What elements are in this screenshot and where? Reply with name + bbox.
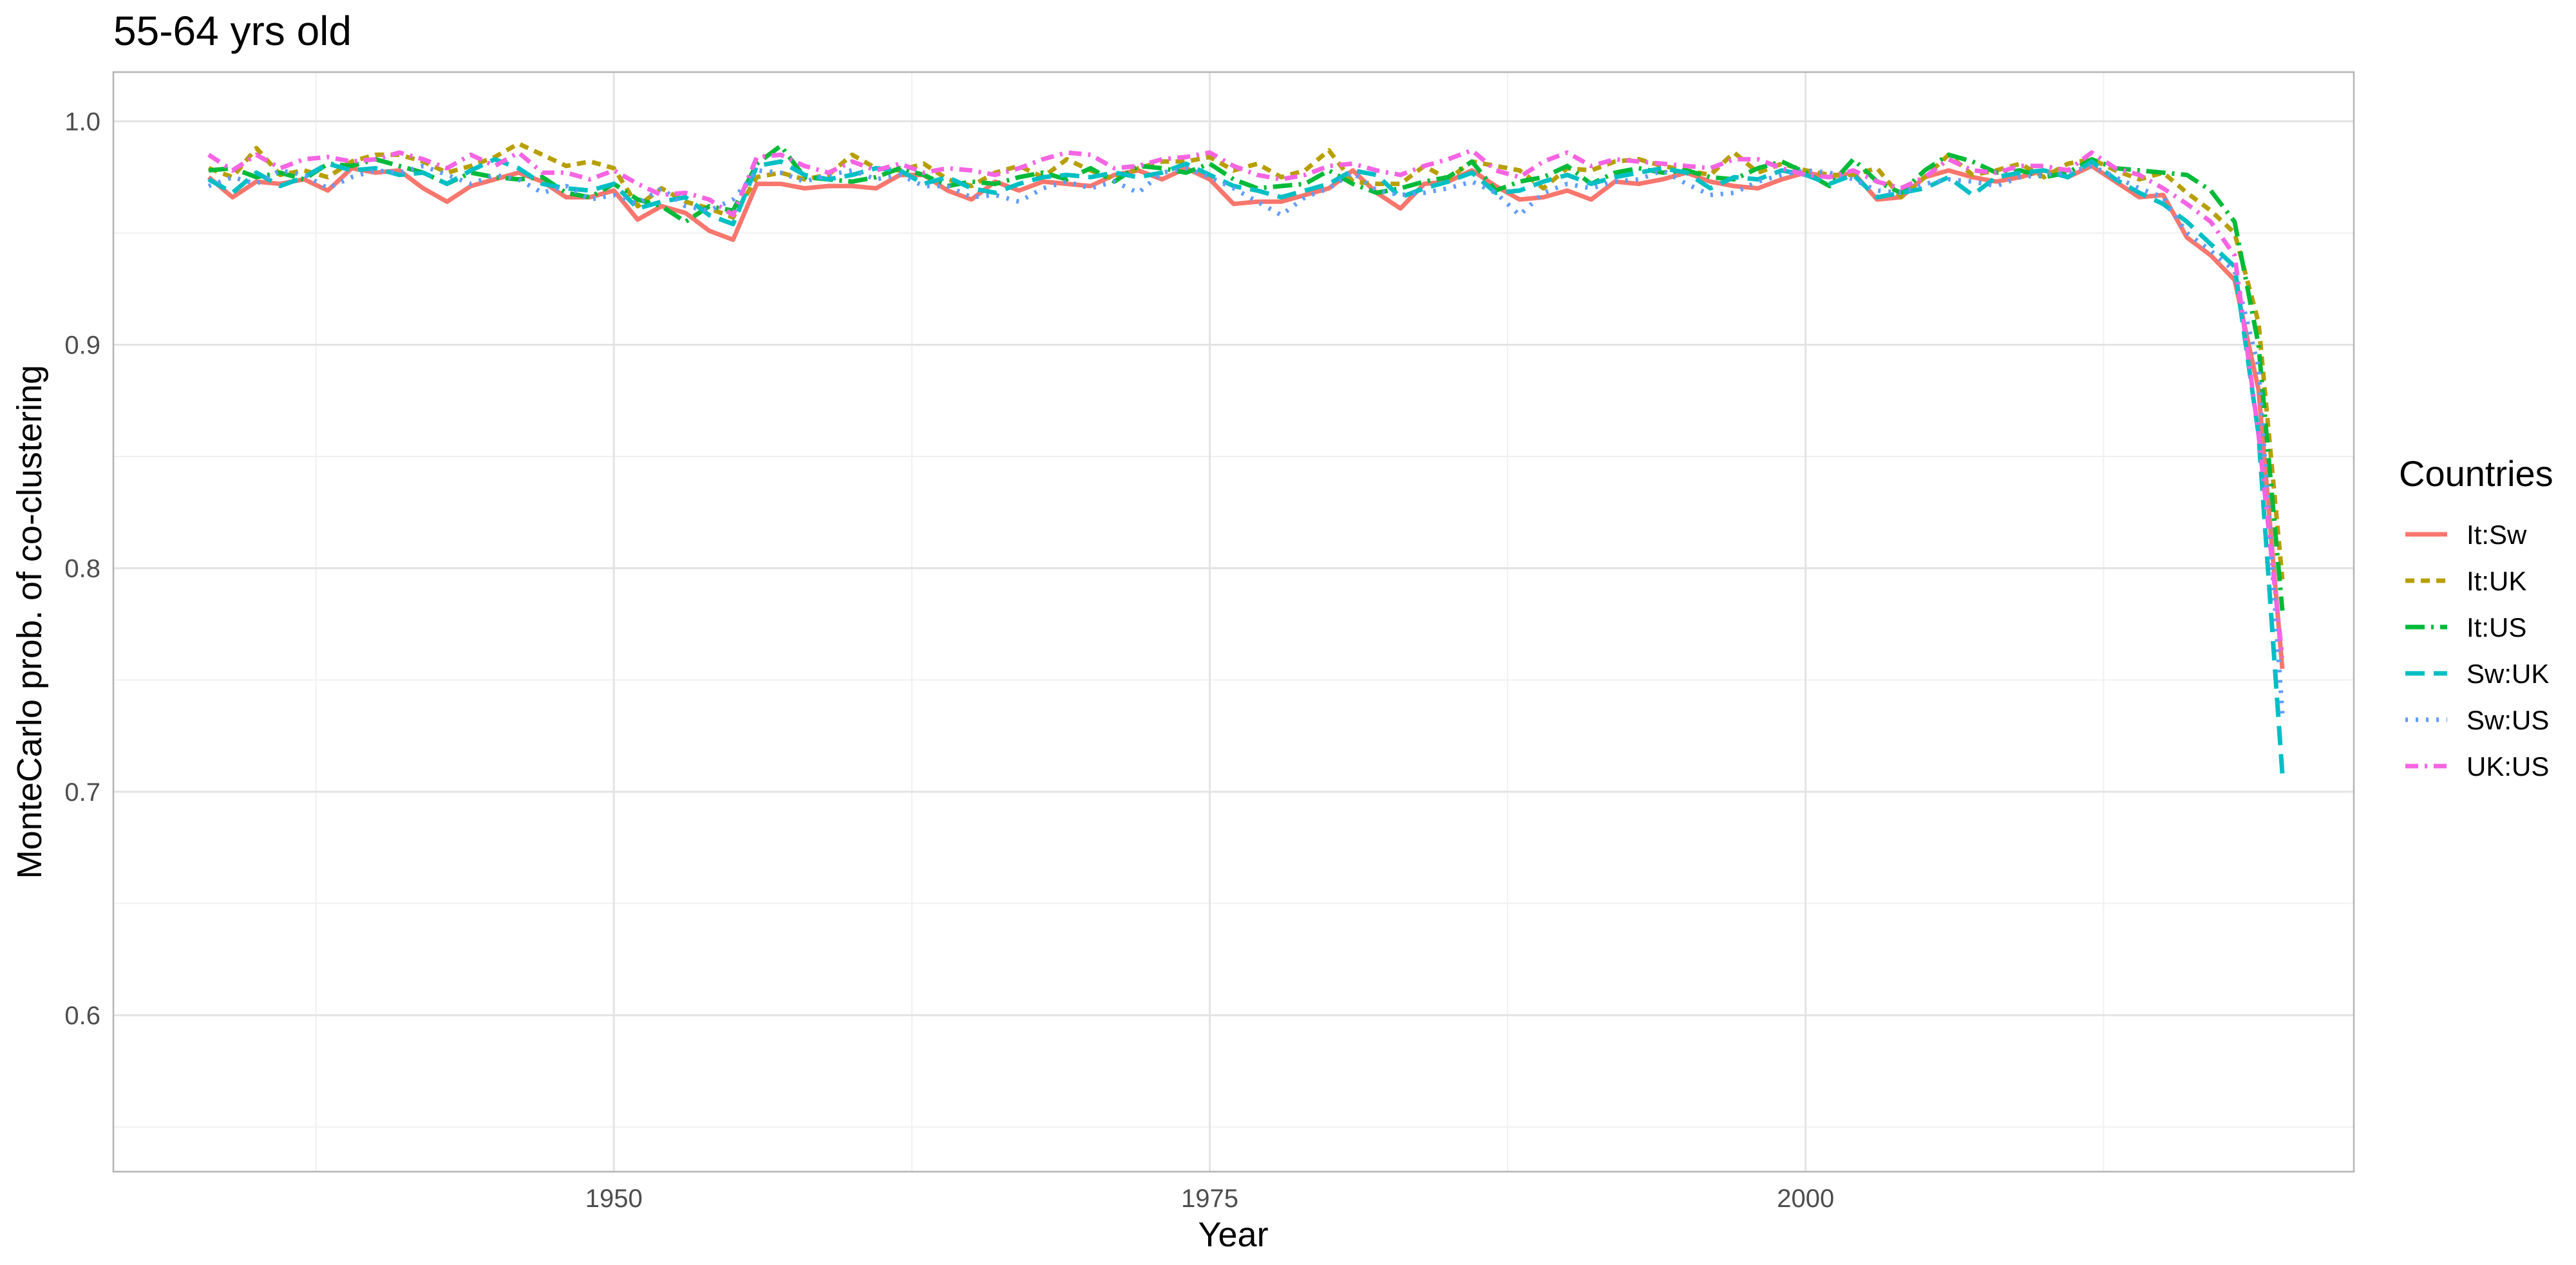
legend-label-1: It:UK [2467,566,2526,596]
legend-label-0: It:Sw [2467,520,2527,550]
x-tick-label: 1950 [585,1185,643,1213]
y-tick-label: 0.6 [64,1002,100,1030]
series-lines [207,141,2285,774]
y-axis-ticks: 0.6 0.7 0.8 0.9 1.0 [64,108,100,1030]
grid-minor [113,72,2354,1172]
legend-label-4: Sw:US [2467,705,2549,735]
x-tick-label: 2000 [1777,1185,1834,1213]
grid-major [113,72,2354,1172]
x-axis-title: Year [1198,1215,1268,1254]
legend: Countries It:Sw It:UK It:US Sw:UK Sw:US UK:US [2399,453,2553,782]
legend-label-3: Sw:UK [2467,659,2549,689]
y-tick-label: 0.9 [64,332,100,360]
series-line-3 [207,156,2285,774]
y-tick-label: 0.8 [64,555,100,583]
plot-panel-border [112,71,2355,1173]
y-axis-title: MonteCarlo prob. of co-clustering [10,365,49,879]
legend-title: Countries [2399,453,2553,494]
series-line-1 [207,141,2285,580]
series-line-5 [207,148,2285,658]
x-axis-ticks: 1950 1975 2000 [585,1185,1835,1213]
legend-label-2: It:US [2467,612,2526,642]
y-tick-label: 1.0 [64,108,100,136]
legend-label-5: UK:US [2467,751,2549,782]
series-line-0 [207,164,2285,670]
chart-title: 55-64 yrs old [113,8,352,54]
x-tick-label: 1975 [1181,1185,1238,1213]
legend-items: It:Sw It:UK It:US Sw:UK Sw:US UK:US [2405,520,2549,782]
y-tick-label: 0.7 [64,778,100,807]
